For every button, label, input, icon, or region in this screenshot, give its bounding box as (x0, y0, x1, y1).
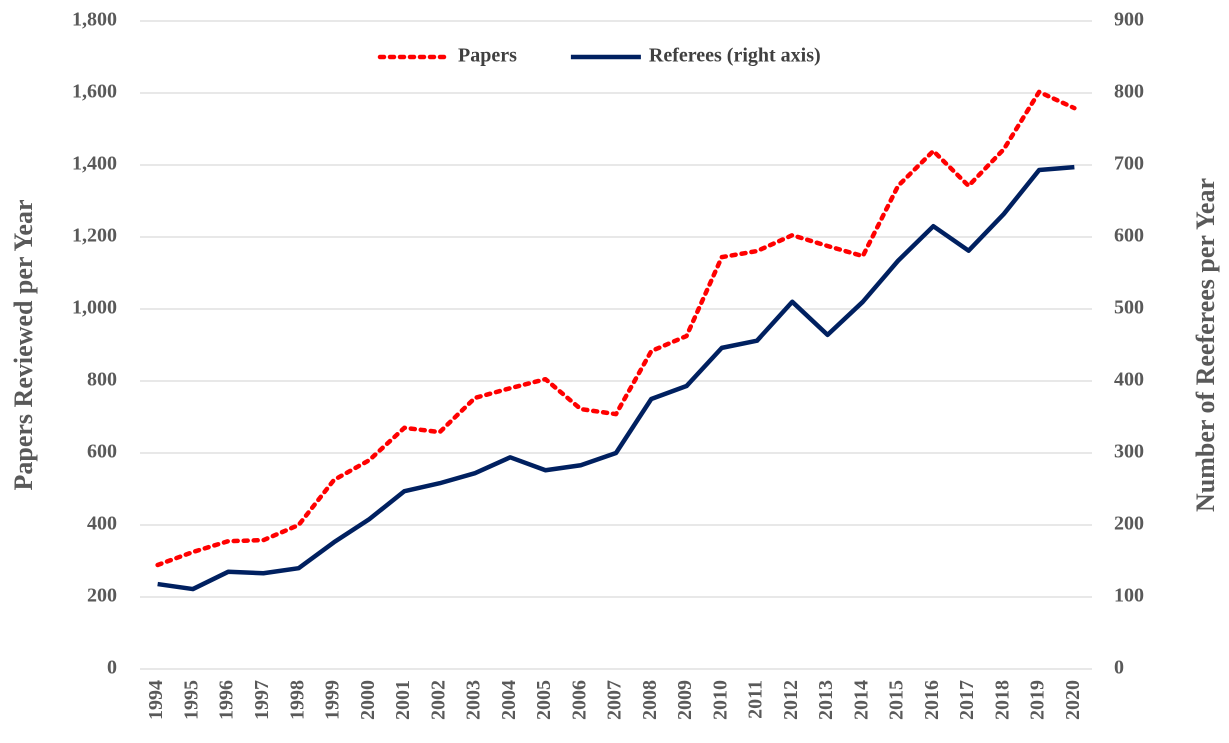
y2-tick-label: 300 (1114, 441, 1144, 463)
x-tick-label: 1999 (322, 680, 344, 720)
x-tick-label: 2009 (674, 680, 696, 720)
y2-tick-label: 800 (1114, 81, 1144, 103)
x-tick-label: 2010 (709, 680, 731, 720)
x-tick-label: 2004 (498, 680, 520, 720)
y-tick-label: 200 (87, 585, 117, 607)
y2-tick-label: 100 (1114, 585, 1144, 607)
x-tick-label: 2008 (639, 680, 661, 720)
series-line (155, 89, 1077, 568)
y-tick-label: 1,400 (72, 153, 117, 175)
x-tick-label: 2001 (392, 680, 414, 720)
y-axis-title: Papers Reviewed per Year (9, 200, 38, 491)
y2-tick-label: 0 (1114, 657, 1124, 679)
y-tick-label: 1,600 (72, 81, 117, 103)
y-tick-label: 1,800 (72, 9, 117, 31)
y2-tick-label: 700 (1114, 153, 1144, 175)
x-tick-label: 1994 (145, 680, 167, 720)
y-tick-label: 1,000 (72, 297, 117, 319)
x-tick-label: 2016 (921, 680, 943, 720)
legend-label: Referees (right axis) (649, 45, 821, 67)
x-tick-label: 2007 (604, 680, 626, 720)
y2-tick-label: 500 (1114, 297, 1144, 319)
x-tick-label: 2002 (427, 680, 449, 720)
x-tick-label: 2003 (463, 680, 485, 720)
x-tick-label: 2000 (357, 680, 379, 720)
x-tick-label: 2005 (533, 680, 555, 720)
x-tick-label: 1997 (251, 680, 273, 720)
y2-tick-label: 600 (1114, 225, 1144, 247)
x-tick-label: 2018 (991, 680, 1013, 720)
y2-tick-label: 200 (1114, 513, 1144, 535)
y-tick-label: 0 (107, 657, 117, 679)
y-tick-label: 800 (87, 369, 117, 391)
series-line (157, 164, 1075, 592)
x-tick-label: 2019 (1027, 680, 1049, 720)
x-tick-label: 1995 (180, 680, 202, 720)
x-tick-label: 1998 (286, 680, 308, 720)
legend-label: Papers (458, 45, 517, 67)
y-tick-label: 1,200 (72, 225, 117, 247)
x-tick-label: 2012 (780, 680, 802, 720)
x-tick-label: 2011 (745, 680, 767, 719)
x-tick-label: 2015 (886, 680, 908, 720)
x-tick-label: 2013 (815, 680, 837, 720)
x-tick-label: 2006 (568, 680, 590, 720)
y2-tick-label: 400 (1114, 369, 1144, 391)
x-tick-label: 2017 (956, 680, 978, 720)
y2-tick-label: 900 (1114, 9, 1144, 31)
y-tick-label: 400 (87, 513, 117, 535)
x-tick-label: 2014 (850, 680, 872, 720)
y-tick-label: 600 (87, 441, 117, 463)
x-tick-label: 1996 (216, 680, 238, 720)
x-tick-label: 2020 (1062, 680, 1084, 720)
y2-axis-title: Number of Reeferees per Year (1191, 178, 1220, 512)
